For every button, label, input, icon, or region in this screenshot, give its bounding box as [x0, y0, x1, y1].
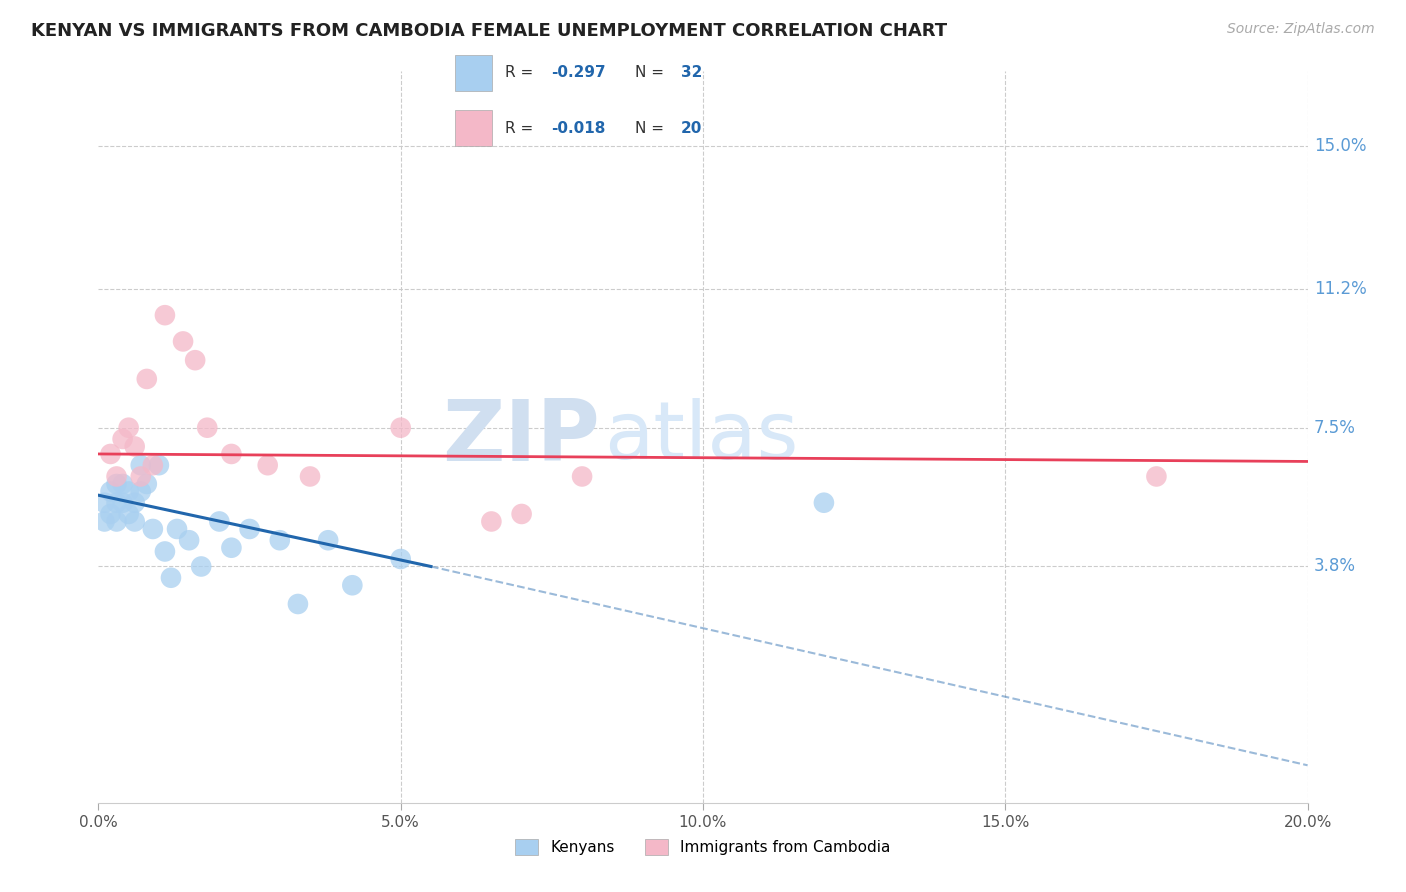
Point [118, 507, 141, 521]
Point [342, 578, 364, 592]
Point [571, 469, 593, 483]
Point [481, 515, 503, 529]
Point [166, 522, 188, 536]
Point [153, 544, 176, 558]
Text: Source: ZipAtlas.com: Source: ZipAtlas.com [1227, 22, 1375, 37]
Point [184, 353, 207, 368]
Point [93, 496, 115, 510]
Point [510, 507, 533, 521]
Point [111, 477, 134, 491]
Point [813, 496, 835, 510]
Text: ZIP: ZIP [443, 395, 600, 479]
Point [124, 440, 146, 454]
Point [105, 515, 128, 529]
Point [287, 597, 309, 611]
Point [190, 559, 212, 574]
Point [142, 458, 165, 473]
Point [208, 515, 231, 529]
Text: atlas: atlas [603, 398, 799, 476]
Point [239, 522, 262, 536]
Point [389, 420, 412, 434]
Point [153, 308, 176, 322]
Point [129, 458, 152, 473]
Point [221, 541, 243, 555]
Point [148, 458, 170, 473]
Text: 3.8%: 3.8% [1313, 558, 1355, 575]
Point [111, 496, 134, 510]
Point [256, 458, 278, 473]
Point [316, 533, 339, 548]
Point [389, 552, 412, 566]
Point [100, 447, 122, 461]
Point [124, 515, 146, 529]
Point [93, 515, 115, 529]
Point [179, 533, 201, 548]
Point [105, 496, 128, 510]
Point [118, 420, 141, 434]
Point [111, 432, 134, 446]
Point [160, 571, 183, 585]
Point [124, 496, 146, 510]
Point [105, 477, 128, 491]
Point [135, 372, 157, 386]
Point [299, 469, 322, 483]
Point [172, 334, 194, 349]
Point [118, 484, 141, 499]
Text: KENYAN VS IMMIGRANTS FROM CAMBODIA FEMALE UNEMPLOYMENT CORRELATION CHART: KENYAN VS IMMIGRANTS FROM CAMBODIA FEMAL… [31, 22, 948, 40]
Point [221, 447, 243, 461]
Point [269, 533, 291, 548]
Point [100, 507, 122, 521]
Point [100, 484, 122, 499]
Point [105, 469, 128, 483]
Point [129, 484, 152, 499]
Text: 7.5%: 7.5% [1313, 418, 1355, 437]
Text: 15.0%: 15.0% [1313, 137, 1367, 155]
Legend: Kenyans, Immigrants from Cambodia: Kenyans, Immigrants from Cambodia [509, 833, 897, 861]
Point [129, 469, 152, 483]
Point [1144, 469, 1167, 483]
Point [135, 477, 157, 491]
Text: 11.2%: 11.2% [1313, 280, 1367, 298]
Point [142, 522, 165, 536]
Point [195, 420, 218, 434]
